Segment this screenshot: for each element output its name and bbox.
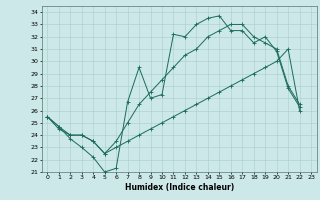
X-axis label: Humidex (Indice chaleur): Humidex (Indice chaleur) bbox=[124, 183, 234, 192]
